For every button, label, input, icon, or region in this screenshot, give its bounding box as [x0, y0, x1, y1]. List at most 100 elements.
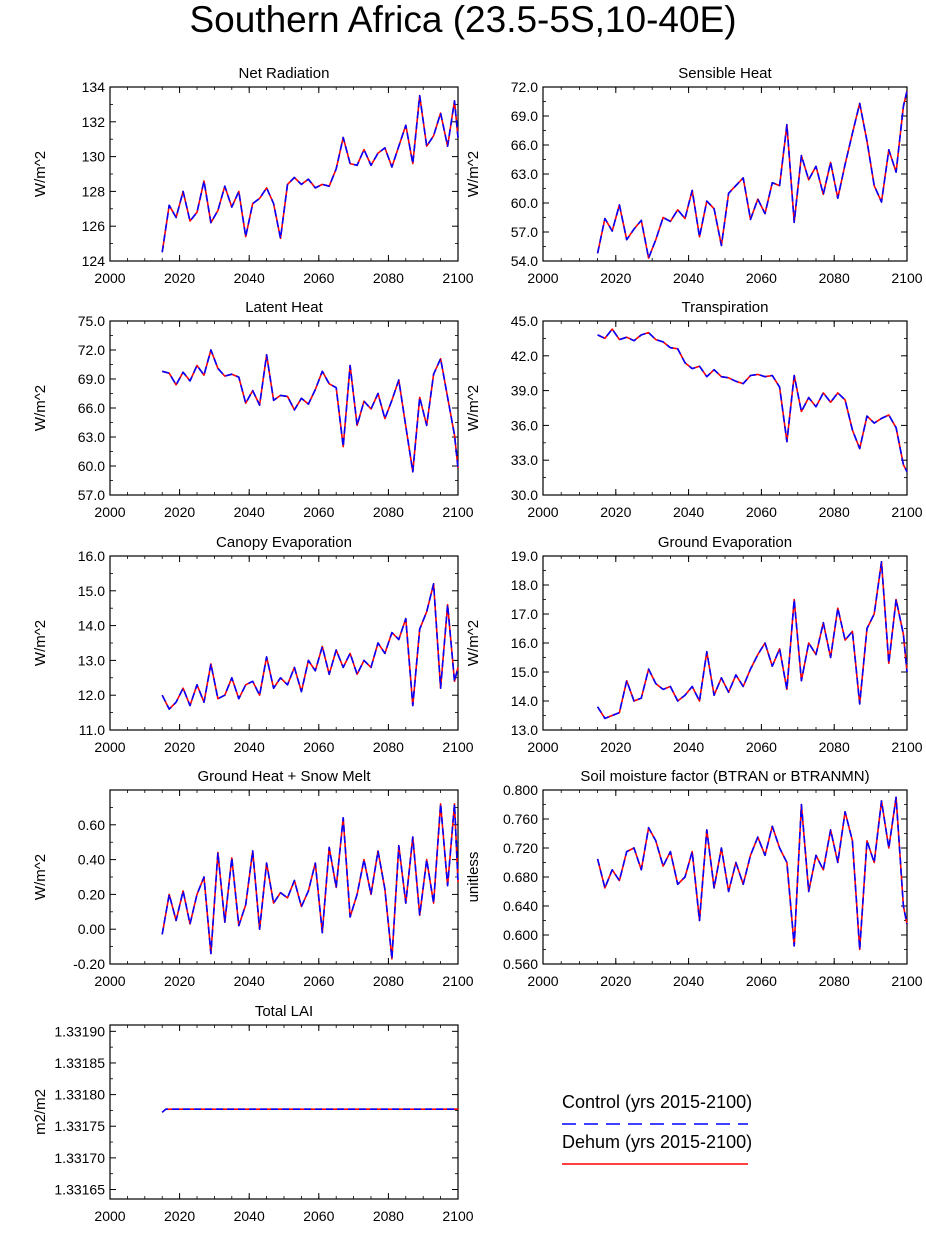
- y-tick-label: 33.0: [511, 452, 538, 468]
- x-tick-label: 2020: [600, 504, 631, 520]
- x-tick-label: 2040: [234, 973, 265, 989]
- y-tick-label: 128: [82, 183, 106, 199]
- y-tick-label: 66.0: [78, 400, 105, 416]
- y-tick-label: 54.0: [511, 253, 538, 269]
- y-axis-label: unitless: [465, 852, 482, 903]
- y-tick-label: 60.0: [511, 195, 538, 211]
- y-tick-label: 69.0: [511, 108, 538, 124]
- x-tick-label: 2080: [373, 504, 404, 520]
- y-tick-label: 16.0: [78, 548, 105, 564]
- y-tick-label: 0.720: [503, 840, 538, 856]
- x-tick-label: 2060: [746, 504, 777, 520]
- legend: Control (yrs 2015-2100) Dehum (yrs 2015-…: [562, 1092, 752, 1165]
- x-tick-label: 2100: [891, 739, 922, 755]
- y-tick-label: 45.0: [511, 313, 538, 329]
- y-tick-label: 1.33170: [54, 1150, 105, 1166]
- x-tick-label: 2100: [442, 1208, 473, 1224]
- y-tick-label: 36.0: [511, 417, 538, 433]
- y-tick-label: 0.20: [78, 886, 105, 902]
- series-line-control: [596, 796, 908, 951]
- series-line-control: [597, 328, 908, 473]
- figure-title: Southern Africa (23.5-5S,10-40E): [189, 0, 736, 40]
- y-tick-label: 69.0: [78, 371, 105, 387]
- y-tick-label: 0.800: [503, 782, 538, 798]
- y-tick-label: 18.0: [511, 577, 538, 593]
- y-axis-label: W/m^2: [32, 854, 49, 900]
- y-tick-label: 130: [82, 149, 106, 165]
- x-tick-label: 2040: [234, 504, 265, 520]
- y-tick-label: 30.0: [511, 487, 538, 503]
- y-tick-label: 60.0: [78, 458, 105, 474]
- panel-title: Soil moisture factor (BTRAN or BTRANMN): [580, 768, 869, 785]
- y-tick-label: 0.560: [503, 956, 538, 972]
- panel-7: Ground Heat + Snow Melt W/m^2 2000 2020 2040…: [32, 768, 474, 989]
- x-tick-label: 2000: [94, 739, 125, 755]
- x-tick-label: 2080: [819, 270, 850, 286]
- x-tick-label: 2000: [527, 270, 558, 286]
- y-tick-label: 57.0: [511, 224, 538, 240]
- y-tick-label: 1.33185: [54, 1055, 105, 1071]
- x-tick-label: 2000: [94, 270, 125, 286]
- panel-1: Net Radiation W/m^2 2000 2020 2040 2060 2080 21…: [32, 65, 474, 286]
- x-tick-label: 2020: [164, 504, 195, 520]
- y-tick-label: 132: [82, 114, 106, 130]
- series-line-dehum: [161, 94, 459, 253]
- y-tick-label: 72.0: [511, 79, 538, 95]
- x-tick-label: 2060: [746, 270, 777, 286]
- panel-6: Ground Evaporation W/m^2 2000 2020 2040 2060 2…: [465, 534, 923, 755]
- y-axis-label: W/m^2: [32, 151, 49, 197]
- x-tick-label: 2020: [164, 973, 195, 989]
- x-tick-label: 2040: [234, 1208, 265, 1224]
- y-tick-label: 1.33165: [54, 1182, 105, 1198]
- plot-frame: [109, 320, 459, 496]
- x-tick-label: 2100: [442, 270, 473, 286]
- x-tick-label: 2020: [164, 270, 195, 286]
- y-tick-label: 126: [82, 218, 106, 234]
- y-tick-label: 15.0: [78, 583, 105, 599]
- x-tick-label: 2080: [819, 504, 850, 520]
- legend-label-dehum: Dehum (yrs 2015-2100): [562, 1132, 752, 1152]
- x-tick-label: 2100: [442, 739, 473, 755]
- y-tick-label: 1.33190: [54, 1023, 105, 1039]
- y-tick-label: 63.0: [511, 166, 538, 182]
- x-tick-label: 2000: [94, 973, 125, 989]
- y-tick-label: 0.00: [78, 921, 105, 937]
- x-tick-label: 2080: [373, 270, 404, 286]
- panels: Net Radiation W/m^2 2000 2020 2040 2060 2080 21…: [32, 65, 923, 1224]
- x-tick-label: 2080: [373, 739, 404, 755]
- y-tick-label: 66.0: [511, 137, 538, 153]
- x-tick-label: 2060: [303, 504, 334, 520]
- x-tick-label: 2100: [442, 504, 473, 520]
- x-tick-label: 2040: [673, 739, 704, 755]
- x-tick-label: 2020: [164, 1208, 195, 1224]
- plot-frame: [542, 320, 908, 496]
- x-tick-label: 2100: [891, 973, 922, 989]
- y-tick-label: 72.0: [78, 342, 105, 358]
- x-tick-label: 2020: [600, 739, 631, 755]
- x-tick-label: 2100: [891, 504, 922, 520]
- y-tick-label: 13.0: [78, 652, 105, 668]
- series-line-control: [161, 1108, 458, 1113]
- x-tick-label: 2080: [373, 973, 404, 989]
- x-tick-label: 2000: [94, 1208, 125, 1224]
- panel-2: Sensible Heat W/m^2 2000 2020 2040 2060 2080 21…: [465, 65, 923, 286]
- y-tick-label: 17.0: [511, 606, 538, 622]
- y-tick-label: 16.0: [511, 635, 538, 651]
- x-tick-label: 2060: [303, 739, 334, 755]
- y-tick-label: 0.600: [503, 927, 538, 943]
- series-line-dehum: [596, 796, 908, 951]
- y-tick-label: 14.0: [78, 618, 105, 634]
- y-tick-label: 0.40: [78, 852, 105, 868]
- plot-frame: [542, 555, 908, 731]
- y-tick-label: 0.640: [503, 898, 538, 914]
- panel-title: Net Radiation: [239, 65, 330, 82]
- x-tick-label: 2100: [891, 270, 922, 286]
- y-axis-label: W/m^2: [465, 151, 482, 197]
- x-tick-label: 2060: [303, 270, 334, 286]
- x-tick-label: 2080: [373, 1208, 404, 1224]
- x-tick-label: 2040: [673, 504, 704, 520]
- plot-frame: [542, 86, 908, 262]
- plot-frame: [542, 789, 908, 965]
- y-tick-label: 134: [82, 79, 106, 95]
- x-tick-label: 2060: [746, 739, 777, 755]
